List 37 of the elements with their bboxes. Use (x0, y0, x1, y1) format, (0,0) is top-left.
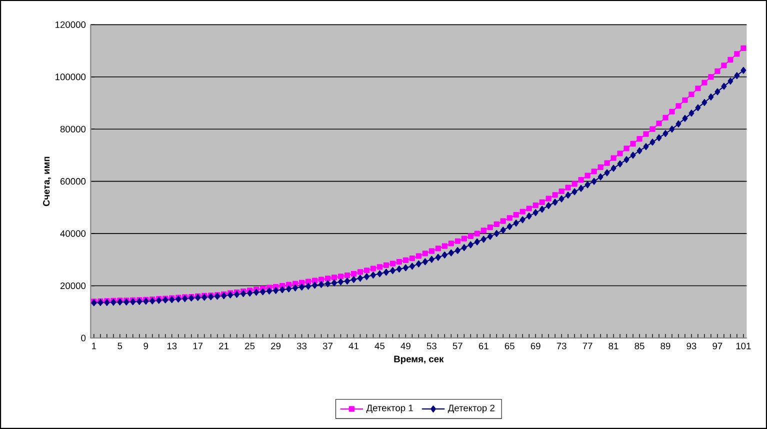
x-tick-label: 85 (634, 342, 644, 350)
x-tick-label: 65 (504, 342, 514, 350)
legend-label: Детектор 2 (448, 404, 494, 414)
x-tick-label: 25 (245, 342, 255, 350)
x-tick-label: 57 (452, 342, 462, 350)
x-tick-label: 81 (608, 342, 618, 350)
x-tick-label: 77 (582, 342, 592, 350)
x-tick-label: 45 (374, 342, 384, 350)
x-tick-label: 33 (296, 342, 307, 350)
x-tick-label: 5 (118, 342, 122, 350)
y-tick-label: 0 (81, 334, 86, 342)
x-tick-label: 61 (478, 342, 488, 350)
x-tick-label: 101 (736, 342, 751, 350)
x-tick-label: 73 (556, 342, 566, 350)
x-tick-label: 29 (271, 342, 281, 350)
y-tick-label: 40000 (60, 230, 86, 237)
x-tick-label: 89 (660, 342, 670, 350)
x-tick-label: 37 (322, 342, 332, 350)
y-tick-label: 20000 (60, 282, 86, 290)
legend-label: Детектор 1 (366, 404, 413, 414)
y-tick-label: 60000 (60, 178, 86, 185)
x-tick-label: 21 (219, 342, 229, 350)
x-tick-label: 1 (92, 342, 96, 350)
y-tick-label: 120000 (56, 21, 86, 28)
x-tick-label: 69 (530, 342, 540, 350)
y-tick-label: 80000 (60, 126, 86, 132)
x-tick-label: 17 (193, 342, 203, 350)
y-tick-label: 100000 (56, 74, 86, 80)
x-tick-label: 53 (426, 342, 436, 350)
x-tick-label: 93 (686, 342, 696, 350)
x-tick-label: 13 (167, 342, 177, 350)
x-tick-label: 41 (348, 342, 358, 350)
y-axis-title: Счета, имп (43, 156, 51, 206)
x-tick-label: 97 (712, 342, 722, 350)
x-axis-title: Время, сек (394, 356, 444, 364)
x-tick-label: 9 (144, 342, 148, 350)
x-tick-label: 49 (400, 342, 410, 350)
